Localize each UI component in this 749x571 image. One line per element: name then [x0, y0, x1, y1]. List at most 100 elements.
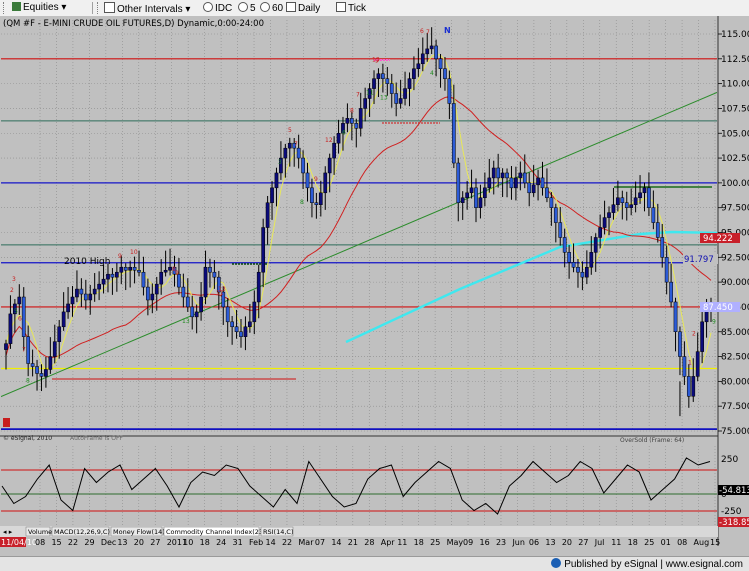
candle-body	[695, 351, 700, 377]
candle-body	[686, 376, 691, 397]
candle-body	[318, 192, 323, 205]
toolbar-grip[interactable]	[97, 2, 101, 14]
other-intervals-dropdown[interactable]: Other Intervals ▾	[104, 2, 190, 15]
copyright-note: © eSignal, 2010	[3, 435, 52, 442]
candle-body	[234, 326, 239, 333]
count-mark: 4	[430, 70, 434, 77]
candle-body	[70, 296, 75, 305]
count-mark: 3	[12, 276, 16, 283]
count-mark: 7	[356, 91, 360, 98]
checkbox-icon	[336, 2, 346, 12]
candle-body	[447, 78, 452, 104]
candle-body	[416, 63, 421, 69]
candle-body	[451, 103, 456, 164]
count-mark: 5	[288, 127, 292, 134]
candle-body	[389, 83, 394, 94]
candle-body	[239, 331, 243, 337]
tab-nav-arrows[interactable]: ◂ ▸	[3, 528, 13, 536]
candle-body	[527, 182, 532, 194]
candle-body	[376, 73, 381, 79]
interval-tick-checkbox[interactable]: Tick	[336, 2, 366, 14]
candle-body	[35, 366, 39, 374]
tab-rsi[interactable]: RSI(14,C)	[260, 526, 294, 537]
toolbar-grip[interactable]	[3, 2, 7, 14]
count-mark: 7	[22, 347, 26, 354]
date-tick-label: 21	[348, 538, 358, 547]
svg-text:Volume: Volume	[28, 528, 52, 536]
tab-money-flow[interactable]: Money Flow(14)	[110, 526, 165, 537]
count-mark: 7	[426, 29, 430, 36]
date-tick-label: 11	[611, 538, 621, 547]
candle-body	[345, 118, 350, 124]
price-tick-label: 92.500	[721, 253, 749, 263]
candle-body	[83, 293, 88, 301]
candle-body	[349, 118, 354, 124]
date-tick-label: 20	[134, 538, 144, 547]
tab-macd[interactable]: MACD(12,26,9,C)	[51, 526, 110, 537]
svg-text:Money Flow(14): Money Flow(14)	[113, 528, 165, 536]
candle-body	[682, 356, 687, 377]
date-tick-label: 29	[84, 538, 94, 547]
count-mark: 13	[218, 286, 226, 293]
count-mark: 2	[10, 287, 14, 294]
radio-icon	[203, 2, 213, 12]
candle-body	[398, 98, 403, 104]
date-tick-label: Aug	[694, 538, 710, 547]
candle-body	[491, 167, 496, 179]
candle-body	[638, 192, 642, 199]
candle-body	[4, 343, 8, 350]
interval-5-radio[interactable]: 5	[238, 2, 256, 14]
checkbox-icon	[286, 2, 296, 12]
candle-body	[505, 172, 509, 179]
date-tick-label: 13	[117, 538, 127, 547]
count-mark: 13	[182, 318, 190, 325]
candle-body	[194, 311, 199, 318]
candle-body	[212, 271, 217, 278]
candle-body	[287, 142, 292, 149]
candle-body	[381, 73, 385, 79]
count-mark: 5	[14, 308, 18, 315]
count-mark: 8	[350, 107, 354, 114]
count-mark: 8	[172, 266, 176, 273]
candle-body	[150, 293, 155, 301]
date-tick-label: Mar	[298, 538, 314, 547]
tab-volume[interactable]: Volume	[25, 526, 52, 537]
count-mark: 13	[372, 57, 380, 64]
candle-body	[394, 93, 399, 104]
status-bar: Published by eSignal | www.esignal.com	[0, 556, 749, 571]
candle-body	[367, 88, 372, 99]
candle-body	[651, 207, 656, 223]
date-tick-label: 31	[233, 538, 243, 547]
interval-60-radio[interactable]: 60	[260, 2, 283, 14]
candle-body	[66, 303, 70, 313]
candle-body	[137, 269, 141, 273]
support-resistance-lines	[1, 58, 717, 430]
candle-body	[230, 321, 234, 328]
esignal-logo-icon	[551, 558, 562, 568]
candle-body	[584, 266, 589, 278]
price-tag-91797: 91.797	[683, 254, 718, 265]
chart-title: (QM #F - E-MINI CRUDE OIL FUTURES,D) Dyn…	[3, 19, 264, 29]
date-tick-label: 18	[200, 538, 210, 547]
candle-body	[30, 363, 35, 367]
candle-body	[185, 296, 190, 308]
date-tick-label: Jul	[594, 538, 605, 547]
candle-body	[562, 237, 567, 253]
tab-cci[interactable]: Commodity Channel Index(23,C)	[163, 526, 272, 537]
candle-body	[97, 283, 101, 290]
date-tick-label: 20	[562, 538, 572, 547]
equities-dropdown[interactable]: Equities ▾	[12, 2, 66, 14]
date-tick-label: 01	[661, 538, 671, 547]
candle-body	[487, 177, 492, 189]
candle-body	[57, 326, 62, 342]
candle-body	[225, 306, 230, 323]
candle-body	[576, 266, 580, 273]
count-mark: 9	[175, 270, 179, 277]
interval-idc-radio[interactable]: IDC	[203, 2, 232, 14]
date-tick-label: 06	[529, 538, 539, 547]
interval-daily-checkbox[interactable]: Daily	[286, 2, 320, 14]
candle-body	[434, 45, 438, 60]
candle-body	[216, 276, 221, 293]
